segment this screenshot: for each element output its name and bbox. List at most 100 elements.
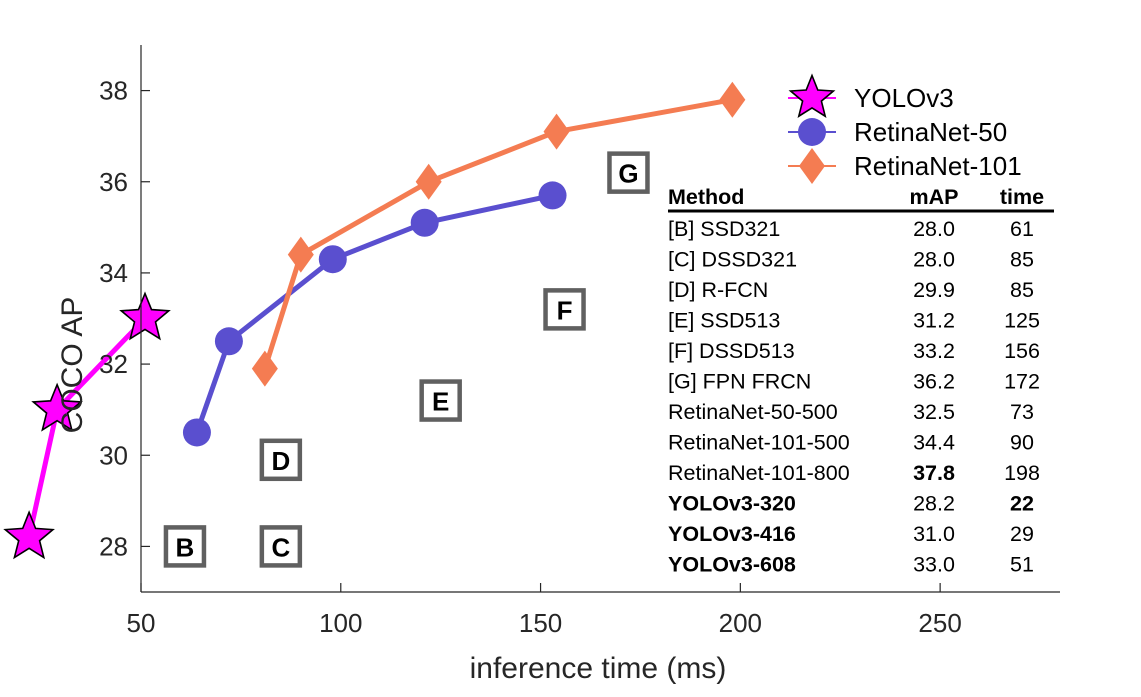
x-tick-label: 50 <box>127 608 156 638</box>
method-box-frame <box>419 379 462 422</box>
method-box-g: G <box>607 151 650 194</box>
table-cell-method: [G] FPN FRCN <box>668 370 811 394</box>
point-retinanet-101-5 <box>719 81 746 118</box>
table-cell-map: 34.4 <box>913 431 955 455</box>
table-cell-map: 32.5 <box>913 400 955 424</box>
method-box-frame <box>543 288 586 331</box>
y-tick-label: 32 <box>99 349 128 379</box>
y-tick-label: 30 <box>99 440 128 470</box>
table-cell-time: 61 <box>1010 217 1034 241</box>
legend: YOLOv3 RetinaNet-50 RetinaNet-101 <box>788 73 1022 184</box>
y-tick-label: 28 <box>99 531 128 561</box>
table-cell-method: [F] DSSD513 <box>668 339 795 363</box>
method-box-label: F <box>557 295 573 325</box>
table-cell-method: RetinaNet-50-500 <box>668 400 838 424</box>
table-cell-map: 31.0 <box>913 522 955 546</box>
x-tick-label: 250 <box>918 608 961 638</box>
point-yolov3-2 <box>31 382 83 432</box>
table-cell-time: 198 <box>1004 461 1040 485</box>
method-box-label: D <box>271 446 290 476</box>
table-cell-method: RetinaNet-101-800 <box>668 461 850 485</box>
table-cell-map: 36.2 <box>913 370 955 394</box>
point-retinanet-50-4 <box>410 208 439 237</box>
table-cell-time: 85 <box>1010 278 1034 302</box>
table-cell-map: 33.0 <box>913 553 955 577</box>
table-cell-time: 125 <box>1004 309 1040 333</box>
series-line-retinanet-101 <box>262 97 733 370</box>
table-row: YOLOv3-320 28.2 22 <box>668 492 1034 516</box>
table-cell-time: 51 <box>1010 553 1034 577</box>
axes: 50 100 150 200 250 28 30 32 34 36 38 <box>99 45 1060 638</box>
method-box-frame <box>607 151 650 194</box>
table-cell-map: 28.0 <box>913 248 955 272</box>
table-row: [E] SSD513 31.2 125 <box>668 309 1040 333</box>
y-tick-label: 34 <box>99 258 128 288</box>
table-row: [B] SSD321 28.0 61 <box>668 217 1034 241</box>
table-row: YOLOv3-608 33.0 51 <box>668 553 1034 577</box>
table-row: [F] DSSD513 33.2 156 <box>668 339 1040 363</box>
table-row: RetinaNet-101-800 37.8 198 <box>668 461 1040 485</box>
table-row: RetinaNet-101-500 34.4 90 <box>668 431 1034 455</box>
point-retinanet-101-4 <box>543 113 570 150</box>
table-header-map: mAP <box>910 185 959 209</box>
point-retinanet-50-3 <box>318 245 347 274</box>
legend-label-retinanet-101: RetinaNet-101 <box>854 151 1022 181</box>
table-cell-time: 156 <box>1004 339 1040 363</box>
table-cell-time: 172 <box>1004 370 1040 394</box>
method-box-b: B <box>163 525 207 568</box>
method-box-c: C <box>259 525 303 568</box>
table-cell-map: 37.8 <box>913 461 955 485</box>
table-row: [D] R-FCN 29.9 85 <box>668 278 1034 302</box>
x-tick-label: 200 <box>719 608 762 638</box>
table-cell-method: YOLOv3-320 <box>668 492 796 516</box>
point-retinanet-50-5 <box>538 181 567 210</box>
legend-label-yolov3: YOLOv3 <box>854 83 954 113</box>
plot-data-layer: B C D E F G <box>3 81 746 568</box>
table-cell-map: 28.0 <box>913 217 955 241</box>
table-row: [G] FPN FRCN 36.2 172 <box>668 370 1040 394</box>
table-header-time: time <box>1000 185 1044 209</box>
y-axis-label: COCO AP <box>56 297 89 434</box>
table-cell-time: 85 <box>1010 248 1034 272</box>
legend-marker-retinanet-101 <box>799 148 825 184</box>
point-retinanet-101-3 <box>415 163 442 200</box>
x-axis-label: inference time (ms) <box>470 652 727 685</box>
method-box-e: E <box>419 379 462 422</box>
table-cell-map: 33.2 <box>913 339 955 363</box>
method-box-d: D <box>259 438 303 482</box>
table-row: [C] DSSD321 28.0 85 <box>668 248 1034 272</box>
method-box-frame <box>259 525 303 568</box>
table-cell-map: 31.2 <box>913 309 955 333</box>
table-cell-method: RetinaNet-101-500 <box>668 431 850 455</box>
point-retinanet-50-2 <box>214 327 243 356</box>
point-retinanet-101-2 <box>287 236 314 273</box>
table-cell-time: 73 <box>1010 400 1034 424</box>
method-box-label: B <box>176 532 195 562</box>
legend-label-retinanet-50: RetinaNet-50 <box>854 117 1007 147</box>
results-table: Method mAP time [B] SSD321 28.0 61 [C] DSSD321… <box>668 185 1054 577</box>
legend-marker-yolov3 <box>788 73 836 118</box>
table-cell-map: 29.9 <box>913 278 955 302</box>
method-box-label: G <box>618 159 638 189</box>
method-box-label: E <box>432 387 449 417</box>
table-cell-method: [C] DSSD321 <box>668 248 797 272</box>
x-tick-label: 150 <box>519 608 562 638</box>
y-tick-label: 38 <box>99 76 128 106</box>
table-cell-time: 22 <box>1010 492 1034 516</box>
table-row: RetinaNet-50-500 32.5 73 <box>668 400 1034 424</box>
table-row: YOLOv3-416 31.0 29 <box>668 522 1034 546</box>
y-tick-label: 36 <box>99 167 128 197</box>
legend-marker-retinanet-50 <box>798 118 826 146</box>
point-retinanet-50-1 <box>182 418 211 447</box>
table-header-method: Method <box>668 185 744 209</box>
x-tick-label: 100 <box>319 608 362 638</box>
method-box-frame <box>259 438 303 482</box>
point-yolov3-3 <box>119 291 171 341</box>
table-cell-method: [D] R-FCN <box>668 278 768 302</box>
table-cell-time: 90 <box>1010 431 1034 455</box>
method-box-f: F <box>543 288 586 331</box>
method-box-label: C <box>271 532 290 562</box>
table-cell-method: YOLOv3-416 <box>668 522 796 546</box>
table-cell-method: [B] SSD321 <box>668 217 780 241</box>
